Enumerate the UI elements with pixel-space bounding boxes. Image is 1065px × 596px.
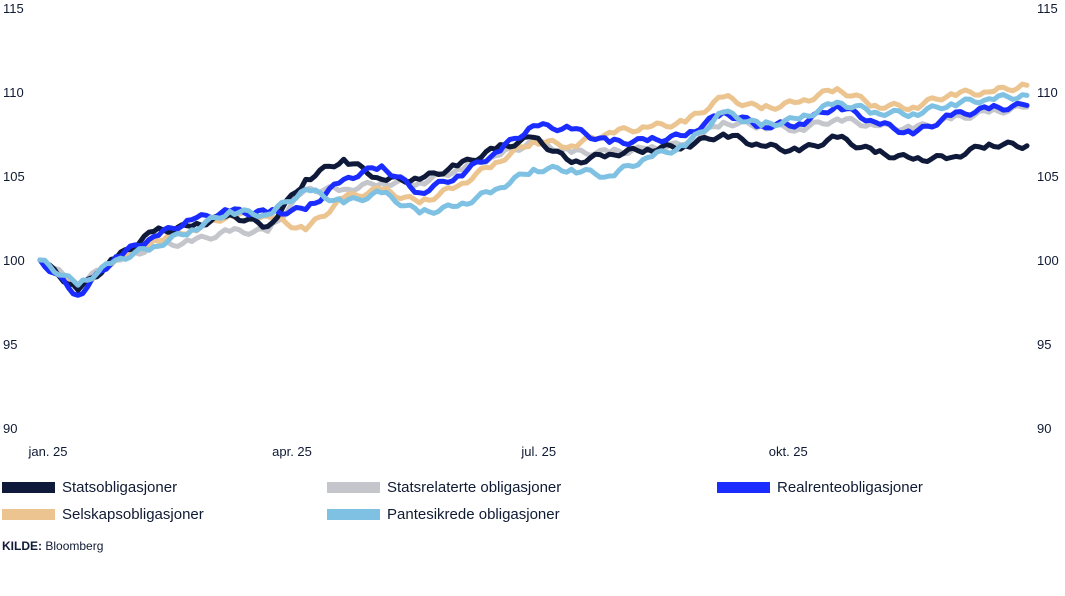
legend-swatch — [717, 482, 770, 493]
legend-swatch — [2, 509, 55, 520]
series-line-4 — [37, 92, 1030, 288]
legend-item: Pantesikrede obligasjoner — [327, 506, 560, 523]
y-tick-label-right: 90 — [1037, 421, 1051, 436]
y-tick-label-left: 110 — [3, 85, 24, 100]
y-tick-label-right: 110 — [1037, 85, 1058, 100]
series-line-3 — [37, 100, 1030, 298]
legend-swatch — [327, 509, 380, 520]
legend-item: Statsrelaterte obligasjoner — [327, 479, 561, 496]
y-tick-label-right: 100 — [1037, 253, 1059, 268]
x-tick-label: apr. 25 — [272, 444, 312, 459]
y-axis-left: 90 95 100 105 110 115 — [3, 1, 25, 436]
legend-item: Selskapsobligasjoner — [2, 506, 204, 523]
y-tick-label-right: 105 — [1037, 169, 1059, 184]
series-line-0 — [37, 102, 1030, 288]
x-tick-label: jul. 25 — [520, 444, 556, 459]
legend-swatch — [327, 482, 380, 493]
legend-label: Realrenteobligasjoner — [777, 479, 923, 496]
legend-label: Statsobligasjoner — [62, 479, 178, 496]
legend-label: Selskapsobligasjoner — [62, 506, 204, 523]
y-tick-label-left: 105 — [3, 169, 25, 184]
series-line-2 — [37, 131, 1030, 293]
line-chart: 90 95 100 105 110 115 90 95 100 105 110 115 jan. 2… — [3, 1, 1059, 459]
x-tick-label: jan. 25 — [27, 444, 67, 459]
legend-swatch — [2, 482, 55, 493]
source-note: KILDE: Bloomberg — [2, 539, 103, 553]
y-tick-label-left: 90 — [3, 421, 17, 436]
legend-label: Pantesikrede obligasjoner — [387, 506, 560, 523]
legend-item: Statsobligasjoner — [2, 479, 177, 496]
source-value: Bloomberg — [45, 539, 104, 553]
y-tick-label-left: 115 — [3, 1, 24, 16]
y-tick-label-left: 95 — [3, 337, 17, 352]
x-axis: jan. 25 apr. 25 jul. 25 okt. 25 — [27, 444, 807, 459]
y-tick-label-right: 95 — [1037, 337, 1051, 352]
y-tick-label-left: 100 — [3, 253, 25, 268]
x-tick-label: okt. 25 — [769, 444, 808, 459]
legend-label: Statsrelaterte obligasjoner — [387, 479, 562, 496]
source-label: KILDE: — [2, 539, 42, 553]
y-axis-right: 90 95 100 105 110 115 — [1037, 1, 1059, 436]
series-lines — [37, 81, 1030, 298]
y-tick-label-right: 115 — [1037, 1, 1058, 16]
legend-item: Realrenteobligasjoner — [717, 479, 923, 496]
